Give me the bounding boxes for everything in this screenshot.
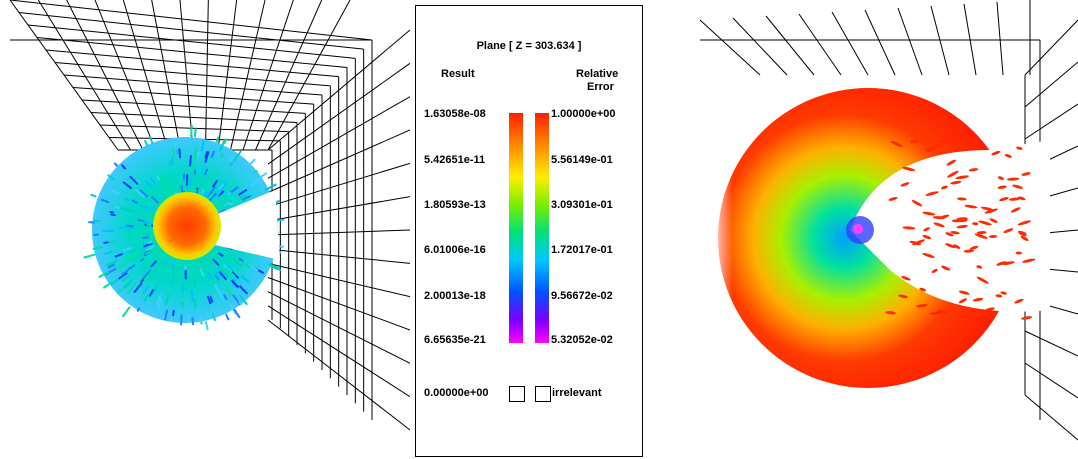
result-heading: Result	[441, 68, 475, 80]
irrelevant-swatch	[535, 386, 551, 402]
result-tick-label: 6.65635e-21	[424, 334, 486, 346]
zero-value-swatch	[509, 386, 525, 402]
result-tick-label: 1.63058e-08	[424, 108, 486, 120]
result-tick-label: 1.80593e-13	[424, 199, 486, 211]
relative-error-3d-plot	[690, 0, 1078, 459]
result-colorbar	[509, 113, 523, 343]
colorbar-legend-panel: Plane [ Z = 303.634 ] Result Relative Er…	[415, 5, 643, 457]
error-tick-label: 3.09301e-01	[551, 199, 613, 211]
result-field	[84, 125, 285, 330]
result-tick-label: 5.42651e-11	[424, 154, 485, 166]
error-tick-label: 9.56672e-02	[551, 290, 613, 302]
relative-error-field	[710, 80, 1050, 400]
legend-title: Plane [ Z = 303.634 ]	[416, 40, 642, 52]
result-tick-label: 2.00013e-18	[424, 290, 486, 302]
irrelevant-label: irrelevant	[552, 387, 602, 399]
error-tick-label: 5.32052e-02	[551, 334, 613, 346]
result-tick-label: 6.01006e-16	[424, 244, 486, 256]
relative-error-heading-line2: Error	[587, 81, 614, 93]
relative-error-colorbar	[535, 113, 549, 343]
relative-error-heading-line1: Relative	[576, 68, 618, 80]
error-tick-label: 1.00000e+00	[551, 108, 616, 120]
error-tick-label: 1.72017e-01	[551, 244, 613, 256]
result-3d-plot	[0, 0, 410, 459]
zero-value-label: 0.00000e+00	[424, 387, 489, 399]
error-tick-label: 5.56149e-01	[551, 154, 613, 166]
